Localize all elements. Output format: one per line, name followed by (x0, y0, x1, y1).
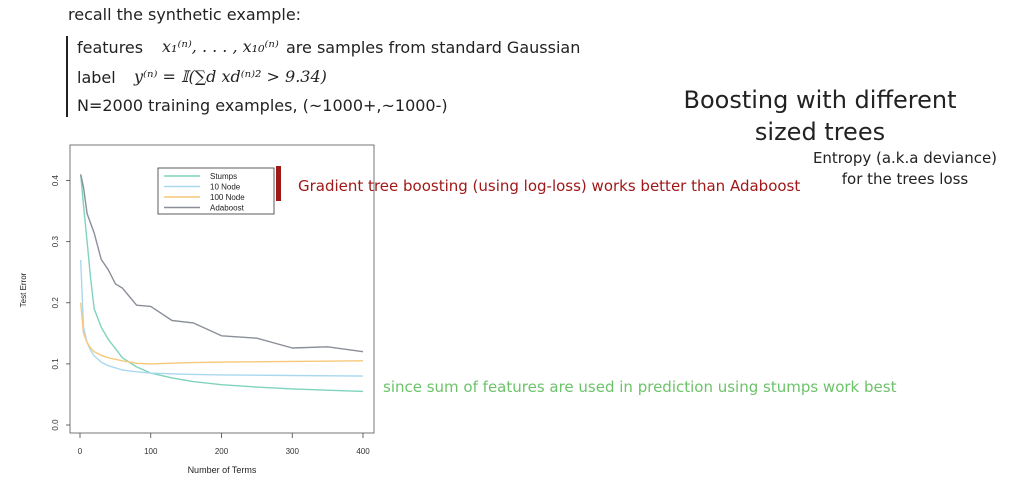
entropy-line-2: for the trees loss (841, 170, 969, 188)
n-line: N=2000 training examples, (~1000+,~1000-… (77, 96, 448, 115)
x-axis-label: Number of Terms (188, 465, 257, 475)
slide-title: Boosting with different sized trees (640, 84, 1000, 148)
label-math: y⁽ⁿ⁾ = 𝕀(∑d xd⁽ⁿ⁾² > 9.34) (134, 67, 327, 86)
label-label: label (77, 68, 116, 87)
series-lines (80, 174, 364, 393)
red-marker (276, 166, 281, 201)
y-tick-label: 0.2 (51, 297, 60, 309)
plot-frame (69, 144, 375, 434)
quote-bar (66, 36, 68, 117)
series-line-100-node (80, 302, 364, 365)
x-axis: 0 100 200 300 400 (78, 433, 370, 456)
test-error-chart: 0.0 0.1 0.2 0.3 0.4 0 100 200 300 400 Test Error… (20, 144, 375, 475)
features-desc: are samples from standard Gaussian (286, 38, 581, 57)
y-tick-label: 0.1 (51, 358, 60, 370)
legend-entry: 10 Node (210, 183, 241, 192)
x-tick-label: 400 (356, 447, 370, 456)
legend-entry: 100 Node (210, 193, 245, 202)
entropy-line-1: Entropy (a.k.a deviance) (812, 149, 998, 167)
title-line-2: sized trees (754, 118, 886, 146)
series-line-adaboost (80, 174, 364, 353)
y-tick-label: 0.3 (51, 236, 60, 248)
features-math: x₁⁽ⁿ⁾, . . . , x₁₀⁽ⁿ⁾ (162, 37, 279, 56)
y-tick-label: 0.4 (51, 174, 60, 186)
x-tick-label: 300 (286, 447, 300, 456)
legend-entry: Adaboost (210, 204, 245, 213)
x-tick-label: 200 (215, 447, 229, 456)
y-tick-label: 0.0 (51, 419, 60, 431)
intro-text: recall the synthetic example: (68, 5, 302, 24)
features-label: features (77, 38, 144, 57)
y-axis-label: Test Error (20, 272, 28, 307)
title-line-1: Boosting with different (683, 86, 957, 114)
x-tick-label: 100 (144, 447, 158, 456)
annotation-green: since sum of features are used in predic… (383, 378, 897, 396)
y-axis: 0.0 0.1 0.2 0.3 0.4 (51, 174, 70, 431)
entropy-note: Entropy (a.k.a deviance) for the trees l… (800, 148, 1010, 190)
x-tick-label: 0 (78, 447, 83, 456)
annotation-red: Gradient tree boosting (using log-loss) … (298, 177, 801, 195)
legend-entry: Stumps (210, 172, 237, 181)
